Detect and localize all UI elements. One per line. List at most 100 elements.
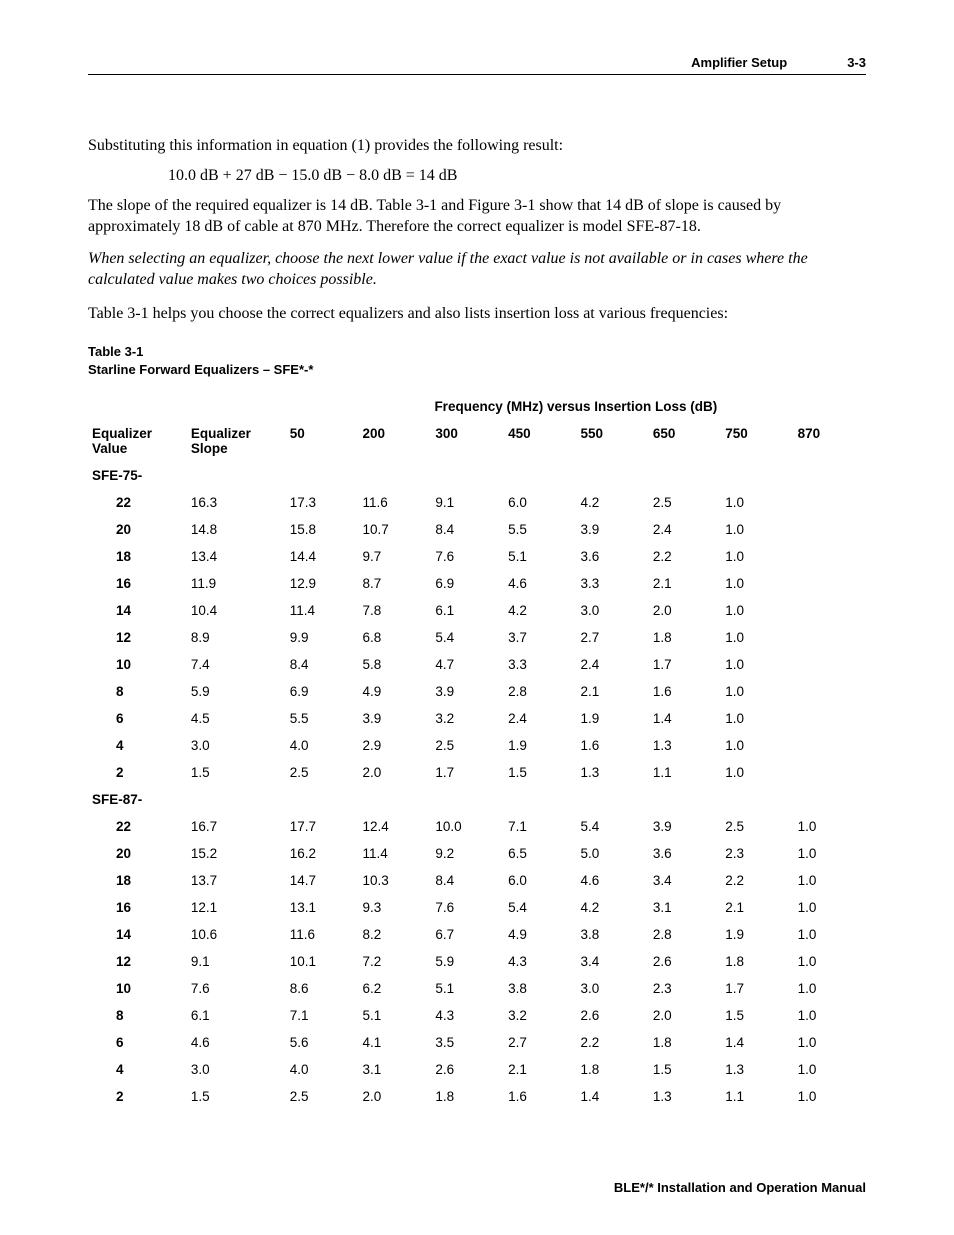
- eq-slope-cell: 1.5: [187, 1083, 286, 1110]
- loss-cell: 2.1: [504, 1056, 576, 1083]
- loss-cell: 15.8: [286, 516, 359, 543]
- loss-cell: 6.0: [504, 489, 576, 516]
- loss-cell: 1.3: [649, 1083, 721, 1110]
- loss-cell: 5.4: [504, 894, 576, 921]
- loss-cell: 2.5: [286, 1083, 359, 1110]
- loss-cell: 6.9: [431, 570, 504, 597]
- loss-cell: 3.5: [431, 1029, 504, 1056]
- eq-value-cell: 20: [88, 516, 187, 543]
- eq-value-cell: 12: [88, 948, 187, 975]
- loss-cell: 10.3: [359, 867, 432, 894]
- col-750: 750: [721, 420, 793, 462]
- loss-cell: 7.8: [359, 597, 432, 624]
- loss-cell: 4.6: [504, 570, 576, 597]
- table-row: 86.17.15.14.33.22.62.01.51.0: [88, 1002, 866, 1029]
- loss-cell: 5.6: [286, 1029, 359, 1056]
- page: Amplifier Setup 3-3 Substituting this in…: [0, 0, 954, 1235]
- table-row: 107.68.66.25.13.83.02.31.71.0: [88, 975, 866, 1002]
- table-group-header: SFE-75-: [88, 462, 866, 489]
- loss-cell: 1.8: [576, 1056, 648, 1083]
- loss-cell: 5.1: [359, 1002, 432, 1029]
- loss-cell: 1.0: [721, 597, 793, 624]
- loss-cell: 3.1: [649, 894, 721, 921]
- loss-cell: 3.2: [504, 1002, 576, 1029]
- table-row: 64.65.64.13.52.72.21.81.41.0: [88, 1029, 866, 1056]
- loss-cell: [794, 570, 866, 597]
- loss-cell: 1.7: [431, 759, 504, 786]
- loss-cell: 11.4: [359, 840, 432, 867]
- table-row: 129.110.17.25.94.33.42.61.81.0: [88, 948, 866, 975]
- loss-cell: 9.9: [286, 624, 359, 651]
- table-row: 1410.611.68.26.74.93.82.81.91.0: [88, 921, 866, 948]
- eq-slope-cell: 4.6: [187, 1029, 286, 1056]
- paragraph-3: Table 3-1 helps you choose the correct e…: [88, 303, 866, 325]
- loss-cell: 13.1: [286, 894, 359, 921]
- eq-slope-cell: 13.4: [187, 543, 286, 570]
- loss-cell: 5.1: [504, 543, 576, 570]
- eq-slope-cell: 5.9: [187, 678, 286, 705]
- loss-cell: [794, 489, 866, 516]
- paragraph-1: Substituting this information in equatio…: [88, 135, 866, 157]
- table-row: 2014.815.810.78.45.53.92.41.0: [88, 516, 866, 543]
- eq-value-cell: 22: [88, 489, 187, 516]
- loss-cell: [794, 543, 866, 570]
- eq-slope-cell: 14.8: [187, 516, 286, 543]
- eq-value-cell: 8: [88, 678, 187, 705]
- loss-cell: 8.4: [431, 867, 504, 894]
- loss-cell: 2.5: [721, 813, 793, 840]
- loss-cell: 1.3: [649, 732, 721, 759]
- loss-cell: 1.0: [721, 543, 793, 570]
- loss-cell: 11.6: [286, 921, 359, 948]
- loss-cell: 3.7: [504, 624, 576, 651]
- loss-cell: 6.1: [431, 597, 504, 624]
- loss-cell: 2.6: [649, 948, 721, 975]
- table-caption: Table 3-1 Starline Forward Equalizers – …: [88, 343, 866, 379]
- italic-note: When selecting an equalizer, choose the …: [88, 248, 866, 291]
- equation: 10.0 dB + 27 dB − 15.0 dB − 8.0 dB = 14 …: [168, 167, 866, 185]
- loss-cell: 1.0: [721, 732, 793, 759]
- loss-cell: 2.2: [649, 543, 721, 570]
- loss-cell: 10.0: [431, 813, 504, 840]
- loss-cell: 2.8: [504, 678, 576, 705]
- table-row: 2216.717.712.410.07.15.43.92.51.0: [88, 813, 866, 840]
- loss-cell: 1.5: [649, 1056, 721, 1083]
- loss-cell: 5.1: [431, 975, 504, 1002]
- loss-cell: 1.9: [504, 732, 576, 759]
- loss-cell: 7.1: [504, 813, 576, 840]
- eq-value-cell: 10: [88, 975, 187, 1002]
- eq-slope-cell: 11.9: [187, 570, 286, 597]
- loss-cell: 14.7: [286, 867, 359, 894]
- loss-cell: 5.9: [431, 948, 504, 975]
- loss-cell: 3.6: [576, 543, 648, 570]
- loss-cell: 2.0: [649, 597, 721, 624]
- eq-slope-cell: 8.9: [187, 624, 286, 651]
- loss-cell: 6.8: [359, 624, 432, 651]
- col-870: 870: [794, 420, 866, 462]
- eq-value-cell: 2: [88, 759, 187, 786]
- loss-cell: 1.4: [649, 705, 721, 732]
- loss-cell: 4.0: [286, 1056, 359, 1083]
- eq-slope-cell: 7.4: [187, 651, 286, 678]
- loss-cell: 3.8: [576, 921, 648, 948]
- loss-cell: 2.2: [576, 1029, 648, 1056]
- loss-cell: 5.8: [359, 651, 432, 678]
- loss-cell: 4.3: [431, 1002, 504, 1029]
- loss-cell: 3.3: [576, 570, 648, 597]
- loss-cell: 2.1: [649, 570, 721, 597]
- eq-slope-cell: 6.1: [187, 1002, 286, 1029]
- loss-cell: 1.0: [794, 894, 866, 921]
- loss-cell: 1.0: [794, 840, 866, 867]
- loss-cell: 2.5: [286, 759, 359, 786]
- loss-cell: 6.9: [286, 678, 359, 705]
- loss-cell: 1.4: [576, 1083, 648, 1110]
- loss-cell: 1.9: [576, 705, 648, 732]
- loss-cell: 3.0: [576, 975, 648, 1002]
- loss-cell: 2.6: [431, 1056, 504, 1083]
- eq-value-cell: 14: [88, 921, 187, 948]
- loss-cell: 2.1: [721, 894, 793, 921]
- loss-cell: [794, 732, 866, 759]
- table-row: 2216.317.311.69.16.04.22.51.0: [88, 489, 866, 516]
- col-550: 550: [576, 420, 648, 462]
- loss-cell: 1.0: [794, 975, 866, 1002]
- loss-cell: 2.4: [649, 516, 721, 543]
